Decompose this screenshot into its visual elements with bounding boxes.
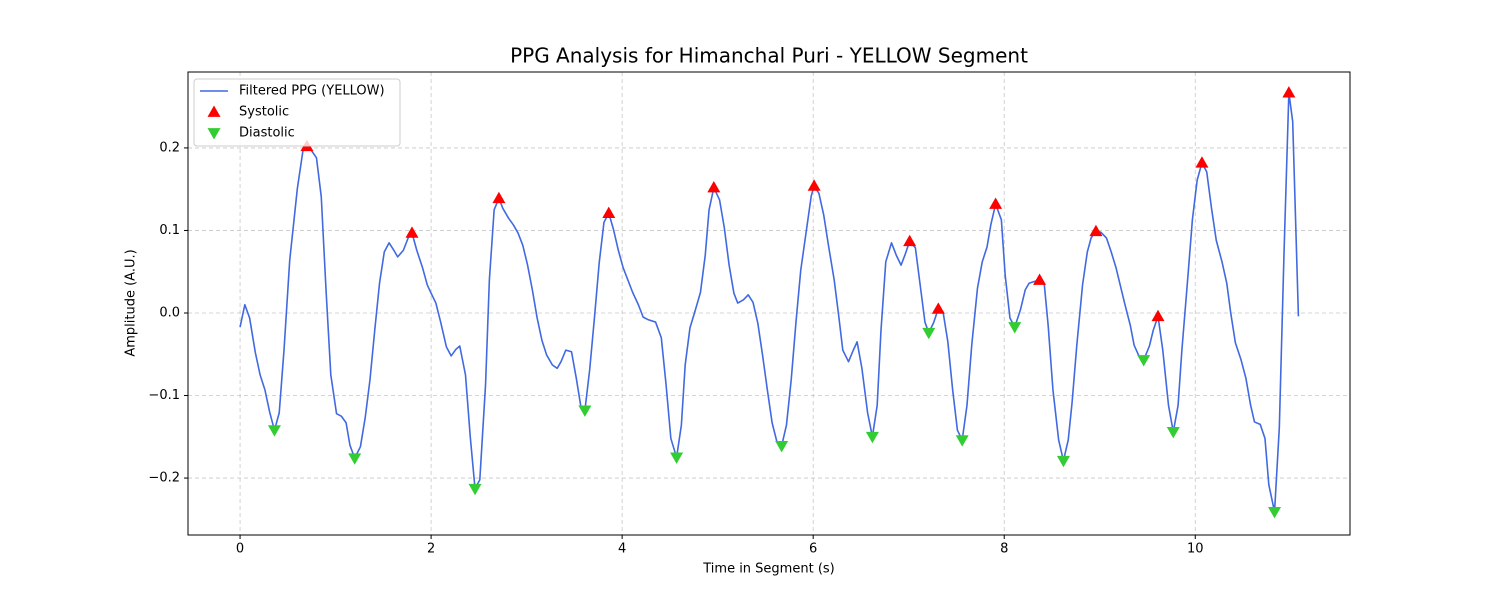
peak-marker bbox=[602, 206, 616, 219]
legend-marker bbox=[207, 128, 221, 140]
x-tick-label: 2 bbox=[427, 542, 435, 557]
legend-label: Diastolic bbox=[239, 126, 295, 141]
peak-marker bbox=[1137, 355, 1151, 367]
peak-marker bbox=[1008, 322, 1022, 334]
peak-marker bbox=[1268, 507, 1282, 519]
peak-marker bbox=[931, 302, 945, 314]
peak-marker bbox=[670, 452, 684, 464]
y-axis-label: Amplitude (A.U.) bbox=[124, 249, 139, 356]
legend-marker bbox=[207, 105, 221, 117]
peak-marker bbox=[1151, 309, 1165, 322]
x-axis-label: Time in Segment (s) bbox=[702, 562, 834, 577]
peak-marker bbox=[1033, 273, 1047, 285]
x-tick-label: 0 bbox=[236, 542, 244, 557]
y-tick-label: 0.0 bbox=[159, 305, 180, 320]
peak-marker bbox=[1166, 426, 1180, 439]
peak-marker bbox=[922, 327, 936, 340]
x-tick-label: 8 bbox=[1000, 542, 1008, 557]
x-tick-label: 10 bbox=[1187, 542, 1204, 557]
chart-title: PPG Analysis for Himanchal Puri - YELLOW… bbox=[510, 44, 1028, 68]
peak-marker bbox=[989, 197, 1003, 209]
x-tick-label: 4 bbox=[618, 542, 626, 557]
legend-box bbox=[193, 78, 401, 147]
y-tick-label: 0.2 bbox=[159, 140, 180, 155]
peak-marker bbox=[1282, 86, 1296, 98]
peak-marker bbox=[1056, 455, 1070, 468]
peak-marker bbox=[267, 425, 281, 437]
y-tick-label: −0.2 bbox=[148, 471, 180, 486]
x-tick-label: 6 bbox=[809, 542, 817, 557]
peak-marker bbox=[492, 191, 506, 204]
peak-marker bbox=[405, 226, 419, 238]
peak-marker bbox=[865, 431, 879, 444]
peak-marker bbox=[1195, 156, 1209, 168]
axes-frame bbox=[187, 71, 1351, 536]
legend-label: Filtered PPG (YELLOW) bbox=[239, 84, 385, 99]
peak-marker bbox=[775, 440, 789, 453]
y-tick-label: −0.1 bbox=[148, 388, 180, 403]
peak-marker bbox=[903, 234, 917, 247]
peak-marker bbox=[955, 435, 969, 447]
peak-marker bbox=[707, 181, 721, 193]
y-tick-label: 0.1 bbox=[159, 223, 180, 238]
legend-label: Systolic bbox=[239, 105, 289, 120]
peak-marker bbox=[348, 453, 362, 465]
ppg-line bbox=[239, 91, 1300, 513]
peak-marker bbox=[1089, 224, 1103, 237]
peak-marker bbox=[468, 483, 482, 496]
peak-marker bbox=[578, 405, 592, 417]
peak-marker bbox=[807, 179, 821, 191]
